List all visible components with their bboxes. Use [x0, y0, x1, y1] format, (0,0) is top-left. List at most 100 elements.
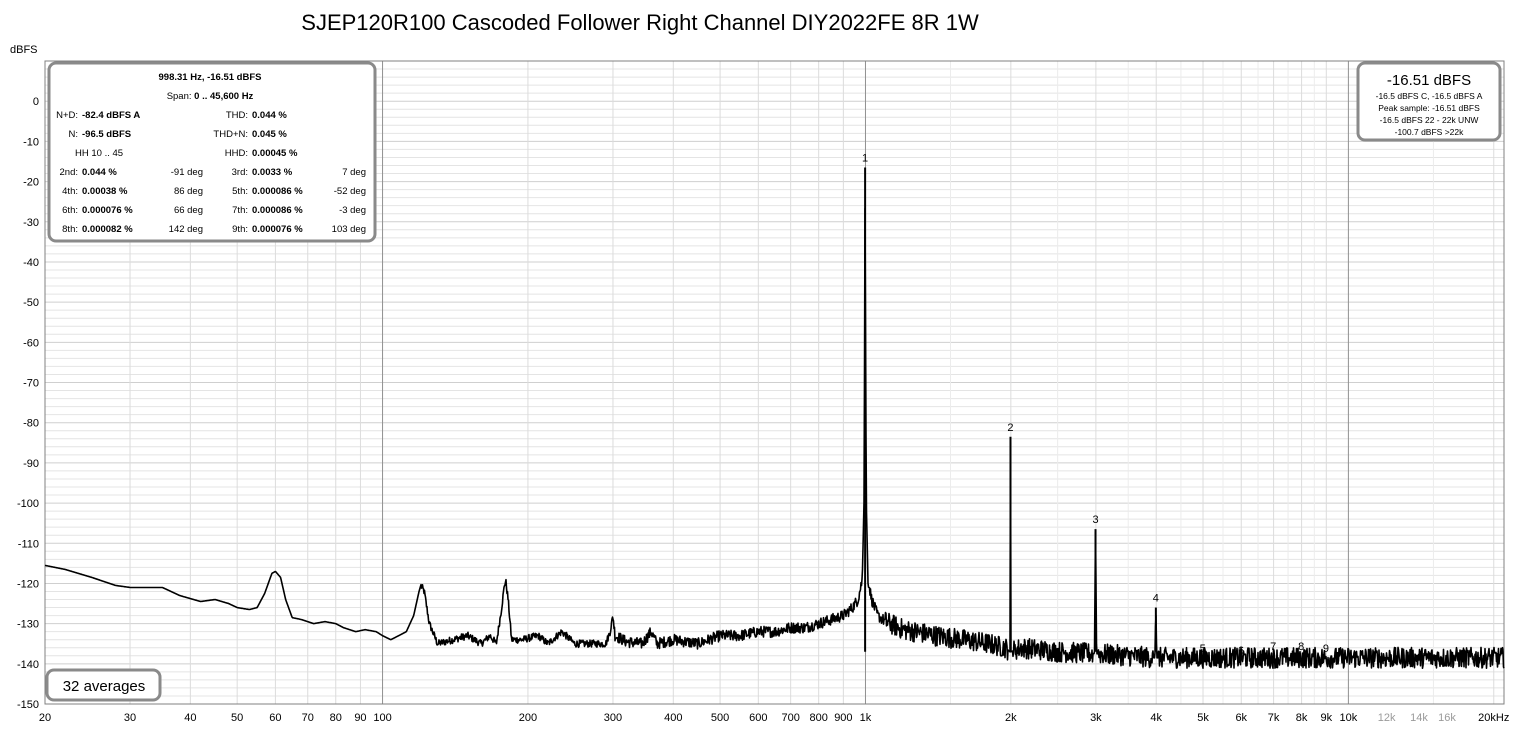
x-tick-label: 300	[604, 712, 622, 724]
harm-label-b: 5th:	[232, 186, 248, 197]
x-tick-label: 3k	[1090, 712, 1102, 724]
stats-span-label: Span:	[167, 91, 192, 102]
stats-span: Span: 0 .. 45,600 Hz	[167, 91, 254, 102]
y-axis-ticks: 0 -10 -20 -30 -40 -50 -60 -70 -80 -90 -100 -110 -120…	[17, 96, 39, 711]
harmonic-label: 1	[862, 152, 868, 164]
level-line-1: -16.5 dBFS C, -16.5 dBFS A	[1376, 91, 1483, 101]
x-tick-label: 70	[302, 712, 314, 724]
y-tick-label: -110	[18, 538, 39, 550]
x-tick-label: 16k	[1438, 712, 1456, 724]
y-tick-label: -10	[23, 136, 39, 148]
harm-phase-b: -3 deg	[339, 205, 366, 216]
harmonic-label: 8	[1298, 641, 1304, 653]
y-tick-label: -100	[17, 498, 39, 510]
stats-frequency-level: 998.31 Hz, -16.51 dBFS	[159, 72, 262, 83]
level-box: -16.51 dBFS -16.5 dBFS C, -16.5 dBFS A P…	[1356, 61, 1502, 142]
x-tick-label: 200	[519, 712, 537, 724]
level-box-frame	[1356, 61, 1502, 142]
x-tick-label: 40	[184, 712, 196, 724]
averages-box-frame	[45, 668, 162, 702]
x-tick-label: 10k	[1340, 712, 1358, 724]
x-tick-label: 900	[834, 712, 852, 724]
harmonic-label: 3	[1092, 514, 1098, 526]
harm-label-a: 4th:	[62, 186, 78, 197]
plot-area	[44, 60, 1505, 705]
x-tick-label: 8k	[1296, 712, 1308, 724]
x-tick-label: 90	[354, 712, 366, 724]
y-tick-label: -30	[23, 217, 39, 229]
stats-nd-label: N+D:	[56, 110, 78, 121]
x-tick-label: 30	[124, 712, 136, 724]
x-tick-label: 100	[373, 712, 391, 724]
harm-label-b: 3rd:	[232, 167, 248, 178]
stats-thdn-label: THD+N:	[213, 129, 248, 140]
y-tick-label: -120	[17, 578, 39, 590]
x-tick-label: 400	[664, 712, 682, 724]
harm-label-a: 6th:	[62, 205, 78, 216]
stats-thd-value: 0.044 %	[252, 110, 287, 121]
x-tick-label: 800	[809, 712, 827, 724]
averages-box: 32 averages	[45, 668, 162, 702]
harm-phase-a: 66 deg	[174, 205, 203, 216]
y-tick-label: -80	[23, 418, 39, 430]
x-tick-label: 6k	[1235, 712, 1247, 724]
level-line-3: -16.5 dBFS 22 - 22k UNW	[1380, 115, 1479, 125]
stats-span-value: 0 .. 45,600 Hz	[194, 91, 253, 102]
stats-box-frame	[47, 61, 377, 243]
harm-label-a: 8th:	[62, 224, 78, 235]
harmonic-label: 5	[1200, 643, 1206, 655]
level-line-4: -100.7 dBFS >22k	[1395, 127, 1465, 137]
x-tick-label: 700	[781, 712, 799, 724]
stats-box: 998.31 Hz, -16.51 dBFS Span: 0 .. 45,600…	[47, 61, 377, 243]
level-main: -16.51 dBFS	[1387, 72, 1471, 89]
y-axis-label: dBFS	[10, 44, 38, 56]
stats-harmonic-row: 4th: 0.00038 % 86 deg 5th: 0.000086 % -5…	[62, 186, 366, 197]
y-tick-label: -50	[23, 297, 39, 309]
stats-harmonic-rows: 2nd: 0.044 % -91 deg 3rd: 0.0033 % 7 deg…	[60, 167, 367, 235]
y-tick-label: -140	[17, 659, 39, 671]
stats-harmonic-row: 2nd: 0.044 % -91 deg 3rd: 0.0033 % 7 deg	[60, 167, 367, 178]
harmonic-label: 9	[1323, 643, 1329, 655]
harm-phase-b: 7 deg	[342, 167, 366, 178]
stats-thdn-value: 0.045 %	[252, 129, 287, 140]
harm-value-b: 0.000086 %	[252, 186, 303, 197]
stats-n-value: -96.5 dBFS	[82, 129, 131, 140]
level-line-2: Peak sample: -16.51 dBFS	[1378, 103, 1480, 113]
harm-value-b: 0.0033 %	[252, 167, 293, 178]
harm-phase-a: 86 deg	[174, 186, 203, 197]
x-tick-label: 7k	[1268, 712, 1280, 724]
y-tick-label: -40	[23, 257, 39, 269]
y-tick-label: -20	[23, 177, 39, 189]
x-tick-label: 4k	[1150, 712, 1162, 724]
spectrum-trace-group	[44, 167, 1505, 669]
x-tick-label: 60	[269, 712, 281, 724]
harm-phase-a: 142 deg	[169, 224, 203, 235]
harm-value-b: 0.000076 %	[252, 224, 303, 235]
x-tick-label: 50	[231, 712, 243, 724]
y-tick-label: -60	[23, 337, 39, 349]
x-tick-label: 1k	[860, 712, 872, 724]
x-axis-ticks: 20 30 40 50 60 70 80 90 100 200 300 400 500 600 700 800…	[39, 712, 1509, 724]
y-tick-label: -130	[17, 619, 39, 631]
x-tick-label: 80	[330, 712, 342, 724]
harm-phase-b: 103 deg	[332, 224, 366, 235]
harm-value-a: 0.000076 %	[82, 205, 133, 216]
x-tick-label: 9k	[1320, 712, 1332, 724]
stats-harmonic-row: 8th: 0.000082 % 142 deg 9th: 0.000076 % …	[62, 224, 366, 235]
y-tick-label: -90	[23, 458, 39, 470]
harmonic-label: 6	[1238, 645, 1244, 657]
stats-harmonic-row: 6th: 0.000076 % 66 deg 7th: 0.000086 % -…	[62, 205, 366, 216]
harmonic-label: 7	[1270, 641, 1276, 653]
spectrum-trace	[44, 207, 1505, 669]
harm-value-b: 0.000086 %	[252, 205, 303, 216]
x-tick-label: 20	[39, 712, 51, 724]
harm-value-a: 0.000082 %	[82, 224, 133, 235]
harm-label-b: 7th:	[232, 205, 248, 216]
harm-value-a: 0.00038 %	[82, 186, 128, 197]
x-tick-label: 500	[711, 712, 729, 724]
stats-hhd-label: HHD:	[225, 148, 248, 159]
stats-thd-label: THD:	[226, 110, 248, 121]
x-tick-label: 2k	[1005, 712, 1017, 724]
harmonic-label: 2	[1007, 422, 1013, 434]
